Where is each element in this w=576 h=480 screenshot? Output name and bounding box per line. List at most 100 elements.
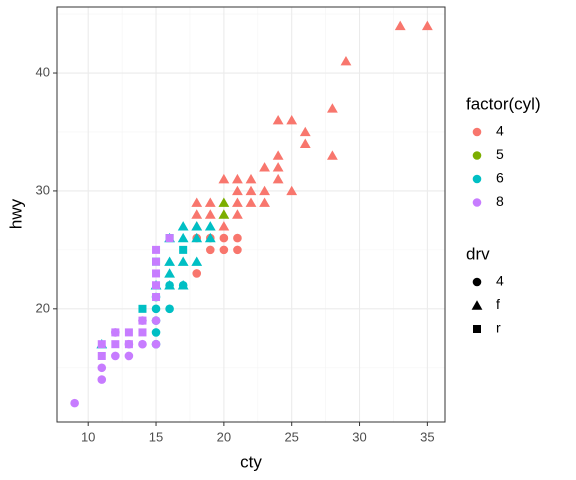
x-tick-label: 20 [217, 429, 231, 444]
y-tick-label: 20 [36, 300, 50, 315]
point [138, 328, 147, 337]
point [233, 233, 242, 243]
point [232, 197, 243, 207]
point [218, 209, 230, 219]
point [299, 138, 311, 148]
point [218, 221, 230, 231]
point [164, 268, 176, 278]
legend-label: r [496, 320, 501, 336]
legend-key [472, 198, 482, 207]
point [340, 56, 352, 66]
point [164, 256, 176, 266]
point [152, 245, 161, 254]
point [421, 20, 433, 31]
point [177, 232, 189, 243]
point [191, 232, 203, 243]
x-tick-label: 30 [352, 429, 366, 444]
point [111, 328, 120, 337]
y-tick-label: 30 [36, 182, 50, 197]
legend-label: f [496, 296, 500, 312]
point [165, 304, 174, 314]
point [219, 233, 229, 243]
point [326, 103, 338, 113]
point [138, 304, 147, 313]
point [204, 221, 216, 231]
point [233, 245, 242, 255]
legend-label: 6 [496, 170, 504, 186]
point [245, 185, 257, 196]
point [152, 293, 161, 302]
point [191, 197, 203, 207]
point [191, 221, 203, 231]
point [204, 209, 216, 219]
point [232, 185, 243, 196]
point [151, 339, 161, 349]
point [218, 197, 230, 207]
point [97, 363, 107, 373]
legend-title: factor(cyl) [466, 94, 541, 113]
point [165, 234, 174, 243]
point [152, 269, 161, 278]
point [70, 398, 79, 408]
point [218, 173, 230, 184]
legend-title: drv [466, 244, 490, 263]
point [124, 328, 133, 337]
legend-key [472, 151, 482, 160]
point [178, 280, 188, 290]
point [204, 232, 216, 243]
point [124, 340, 133, 349]
legend-key [471, 300, 483, 310]
x-tick-label: 15 [149, 429, 163, 444]
point [259, 197, 270, 207]
point [272, 173, 284, 184]
point [152, 281, 161, 290]
point [97, 340, 106, 349]
point [286, 185, 298, 196]
point [151, 304, 161, 314]
point [177, 256, 189, 266]
point [165, 280, 174, 290]
point [111, 351, 120, 361]
point [259, 162, 270, 172]
legend-label: 8 [496, 193, 504, 209]
point [394, 20, 406, 31]
x-axis-title: cty [240, 452, 262, 471]
point [111, 340, 120, 349]
legend-label: 4 [496, 273, 504, 289]
point [219, 245, 229, 255]
panel-border [56, 6, 446, 423]
legend-key [472, 174, 482, 184]
legend-key [472, 127, 482, 137]
point [191, 256, 203, 266]
point [152, 257, 161, 266]
x-tick-label: 10 [81, 429, 95, 444]
x-tick-label: 25 [284, 429, 298, 444]
point [97, 375, 107, 384]
legend-label: 5 [496, 146, 504, 162]
point [299, 126, 311, 137]
point [272, 150, 284, 160]
point [204, 197, 216, 207]
point [326, 150, 338, 160]
point [124, 351, 134, 361]
point [138, 316, 147, 325]
point [245, 197, 257, 207]
point [272, 162, 284, 172]
legend-key [473, 325, 481, 333]
point [245, 173, 257, 184]
point [192, 269, 202, 278]
point [179, 245, 188, 254]
point [232, 209, 243, 219]
point [259, 185, 270, 196]
point [191, 209, 203, 219]
point [151, 328, 161, 337]
point [286, 114, 298, 125]
point [138, 339, 147, 349]
point [177, 221, 189, 231]
y-axis-title: hwy [6, 198, 25, 229]
y-tick-label: 40 [36, 64, 50, 79]
point [206, 245, 215, 255]
legend-key [472, 277, 482, 287]
